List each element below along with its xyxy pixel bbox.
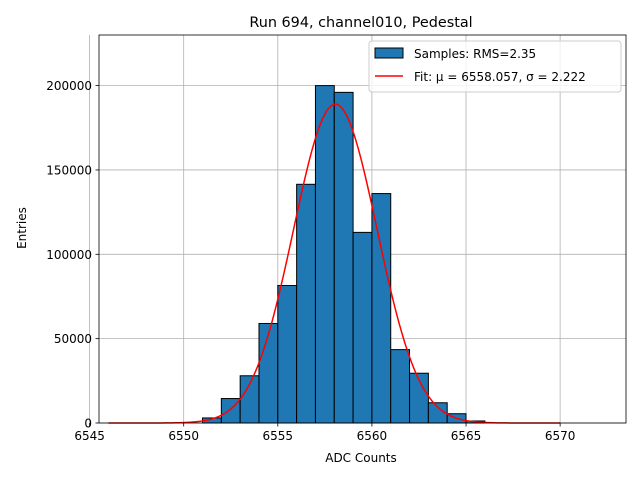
legend: Samples: RMS=2.35 Fit: μ = 6558.057, σ =… — [368, 40, 622, 93]
legend-histogram-label: Samples: RMS=2.35 — [414, 47, 536, 61]
histogram-bar — [333, 91, 354, 424]
histogram-bar — [277, 285, 298, 424]
x-tick-label: 6570 — [545, 429, 576, 443]
y-tick-label: 150000 — [46, 163, 92, 177]
x-tick-label: 6545 — [74, 429, 105, 443]
x-axis-label: ADC Counts — [325, 451, 397, 465]
histogram-bar — [258, 322, 279, 424]
histogram-bar — [296, 183, 316, 424]
y-tick-label: 100000 — [46, 248, 92, 262]
x-tick-label: 6550 — [168, 429, 199, 443]
axes-frame — [98, 34, 627, 424]
y-axis-ticks: 0 50000 100000 150000 200000 — [46, 79, 99, 431]
y-tick-label: 50000 — [54, 332, 92, 346]
x-tick-label: 6565 — [451, 429, 482, 443]
y-tick-label: 0 — [84, 417, 92, 431]
histogram-bar — [390, 349, 411, 424]
histogram-bars — [202, 85, 486, 424]
y-axis-label: Entries — [15, 207, 29, 249]
histogram-bar — [352, 231, 373, 424]
x-tick-label: 6560 — [357, 429, 388, 443]
histogram-bar — [314, 85, 335, 424]
chart-title: Run 694, channel010, Pedestal — [249, 15, 472, 31]
legend-histogram-swatch — [374, 47, 404, 59]
fit-curve — [108, 103, 561, 424]
x-tick-label: 6555 — [263, 429, 294, 443]
fit-curve-group — [108, 103, 561, 424]
legend-fit-label: Fit: μ = 6558.057, σ = 2.222 — [414, 70, 586, 84]
x-axis-ticks: 6545 6550 6555 6560 6565 6570 — [74, 423, 575, 443]
legend-box — [368, 40, 622, 93]
y-tick-label: 200000 — [46, 79, 92, 93]
histogram-bar — [371, 193, 392, 424]
